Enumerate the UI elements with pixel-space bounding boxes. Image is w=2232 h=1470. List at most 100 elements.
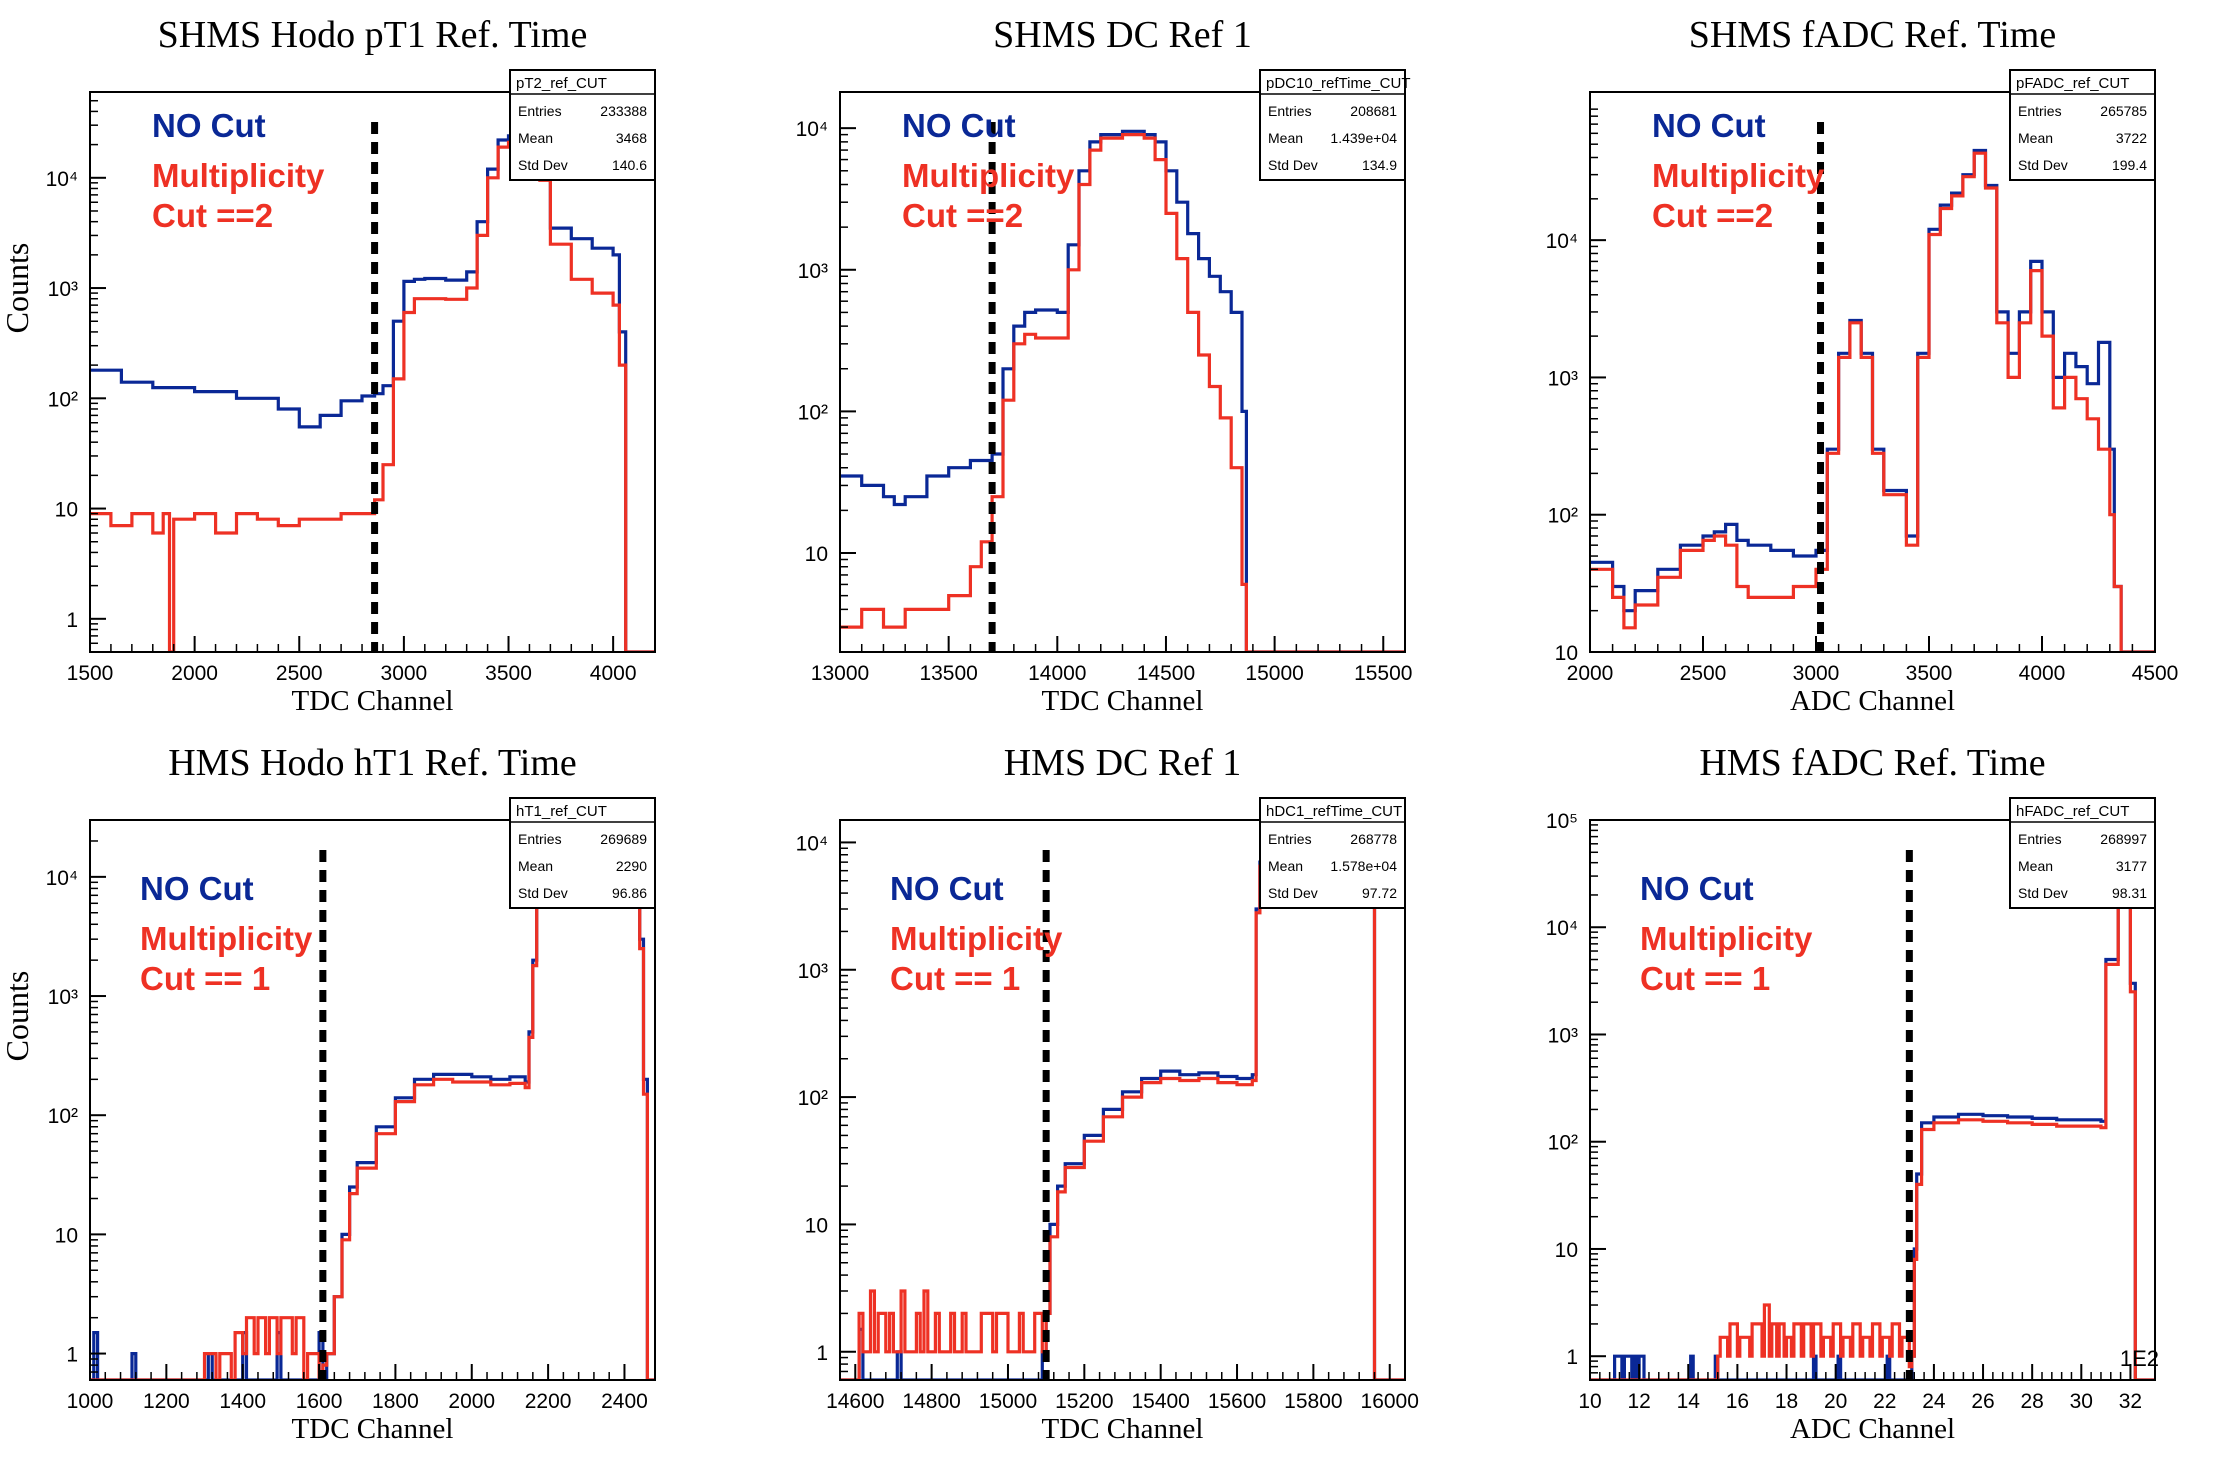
plot-frame bbox=[89, 819, 656, 1381]
legend-nocut: NO Cut bbox=[1652, 107, 1766, 144]
stats-row-label: Std Dev bbox=[1268, 885, 1318, 901]
stats-box-frame bbox=[1259, 797, 1406, 909]
stats-row-value: 208681 bbox=[1350, 103, 1397, 119]
plot-frame bbox=[839, 819, 1406, 1381]
x-axis-label: TDC Channel bbox=[1042, 1413, 1204, 1445]
y-tick-label: 10² bbox=[798, 1087, 828, 1110]
stats-box-name: hDC1_refTime_CUT bbox=[1266, 803, 1402, 820]
y-tick-label: 10⁴ bbox=[796, 118, 828, 141]
x-axis-label: ADC Channel bbox=[1790, 1413, 1955, 1445]
chart-panel-3: SHMS fADC Ref. Time 2000 2500 3000 3500 4000 4… bbox=[1546, 14, 2179, 717]
y-tick-label: 10 bbox=[1555, 1239, 1578, 1262]
x-axis: 1000 1200 1400 1600 1800 2000 2200 2400 bbox=[67, 1364, 648, 1413]
stats-row-label: Mean bbox=[518, 858, 553, 874]
stats-row-label: Entries bbox=[2018, 831, 2062, 847]
y-tick-label: 10² bbox=[48, 388, 78, 411]
y-tick-label: 1 bbox=[66, 1344, 78, 1367]
y-axis: 1 10 10² 10³ 10⁴ bbox=[46, 840, 106, 1381]
x-tick-label: 2200 bbox=[525, 1390, 572, 1413]
x-tick-label: 24 bbox=[1922, 1390, 1946, 1413]
stats-row-value: 140.6 bbox=[612, 157, 647, 173]
x-tick-label: 14500 bbox=[1137, 662, 1195, 685]
y-tick-label: 10² bbox=[48, 1105, 78, 1128]
plot-frame bbox=[1589, 91, 2156, 653]
x-axis-label: TDC Channel bbox=[292, 685, 454, 717]
chart-title: SHMS fADC Ref. Time bbox=[1689, 14, 2056, 56]
legend-nocut: NO Cut bbox=[152, 107, 266, 144]
x-tick-label: 15200 bbox=[1055, 1390, 1113, 1413]
chart-title: HMS fADC Ref. Time bbox=[1699, 742, 2045, 784]
x-axis-label: TDC Channel bbox=[1042, 685, 1204, 717]
stats-box-frame bbox=[2009, 797, 2156, 909]
stats-row-label: Std Dev bbox=[518, 157, 568, 173]
x-tick-label: 15800 bbox=[1284, 1390, 1342, 1413]
y-tick-label: 10² bbox=[798, 401, 828, 424]
series-multiplicity-line bbox=[840, 856, 1405, 1380]
plot-frame bbox=[89, 91, 656, 653]
y-tick-label: 10³ bbox=[1548, 367, 1578, 390]
stats-box: pT2_ref_CUT Entries 233388 Mean 3468 Std Dev 1… bbox=[509, 69, 656, 181]
x-tick-label: 3000 bbox=[1793, 662, 1840, 685]
chart-panel-4: HMS Hodo hT1 Ref. Time 1000 1200 1400 1600 18… bbox=[0, 742, 656, 1445]
plot-area bbox=[1590, 850, 2155, 1380]
series-multiplicity-line bbox=[1590, 855, 2155, 1380]
plot-frame bbox=[1589, 819, 2156, 1381]
x-tick-label: 15000 bbox=[1245, 662, 1303, 685]
x-axis: 10 12 14 16 18 20 22 24 26 28 30 32 bbox=[1578, 1364, 2142, 1413]
stats-row-label: Entries bbox=[2018, 103, 2062, 119]
y-axis: 1 10 10² 10³ 10⁴ bbox=[796, 832, 856, 1381]
x-tick-label: 2000 bbox=[1567, 662, 1614, 685]
x-axis: 13000 13500 14000 14500 15000 15500 bbox=[811, 636, 1412, 685]
y-tick-label: 10⁴ bbox=[1546, 230, 1578, 253]
x-axis: 2000 2500 3000 3500 4000 4500 bbox=[1567, 636, 2178, 685]
x-tick-label: 3500 bbox=[1906, 662, 1953, 685]
x-tick-label: 32 bbox=[2119, 1390, 2142, 1413]
stats-box-frame bbox=[2009, 69, 2156, 181]
y-axis-label: Counts bbox=[0, 243, 35, 334]
stats-row-label: Mean bbox=[1268, 858, 1303, 874]
plot-area bbox=[90, 134, 655, 652]
stats-row-value: 3177 bbox=[2116, 858, 2147, 874]
x-axis-label: TDC Channel bbox=[292, 1413, 454, 1445]
y-tick-label: 1 bbox=[816, 1342, 828, 1365]
y-axis-label: Counts bbox=[0, 971, 35, 1062]
x-tick-label: 15400 bbox=[1131, 1390, 1189, 1413]
stats-row-value: 1.578e+04 bbox=[1330, 858, 1397, 874]
stats-row-label: Mean bbox=[2018, 858, 2053, 874]
chart-panel-1: SHMS Hodo pT1 Ref. Time 1500 2000 2500 3000 3… bbox=[0, 14, 656, 717]
stats-row-label: Entries bbox=[518, 831, 562, 847]
x-tick-label: 2000 bbox=[171, 662, 218, 685]
stats-box-frame bbox=[509, 69, 656, 181]
legend-multiplicity: Multiplicity bbox=[890, 920, 1063, 957]
y-tick-label: 10² bbox=[1548, 1132, 1578, 1155]
stats-row-value: 2290 bbox=[616, 858, 647, 874]
y-tick-label: 1 bbox=[66, 609, 78, 632]
legend-multiplicity: Multiplicity bbox=[140, 920, 313, 957]
y-tick-label: 10³ bbox=[48, 278, 78, 301]
x-tick-label: 4000 bbox=[2019, 662, 2066, 685]
y-tick-label: 10 bbox=[55, 499, 78, 522]
x-tick-label: 1800 bbox=[372, 1390, 419, 1413]
legend-cut-condition: Cut == 1 bbox=[140, 960, 270, 997]
x-tick-label: 15500 bbox=[1354, 662, 1412, 685]
stats-row-label: Entries bbox=[518, 103, 562, 119]
stats-row-value: 268997 bbox=[2100, 831, 2147, 847]
series-multiplicity-line bbox=[840, 133, 1405, 652]
y-tick-label: 10² bbox=[1548, 505, 1578, 528]
x-tick-label: 3000 bbox=[381, 662, 428, 685]
plot-area bbox=[1590, 148, 2155, 652]
x-tick-label: 14800 bbox=[902, 1390, 960, 1413]
stats-row-label: Std Dev bbox=[2018, 885, 2068, 901]
legend-multiplicity: Multiplicity bbox=[152, 157, 325, 194]
x-tick-label: 16 bbox=[1726, 1390, 1749, 1413]
series-nocut-line bbox=[1590, 850, 2155, 1380]
y-tick-label: 10 bbox=[805, 1214, 828, 1237]
x-tick-label: 14000 bbox=[1028, 662, 1086, 685]
stats-row-value: 199.4 bbox=[2112, 157, 2147, 173]
stats-row-value: 269689 bbox=[600, 831, 647, 847]
stats-row-value: 265785 bbox=[2100, 103, 2147, 119]
